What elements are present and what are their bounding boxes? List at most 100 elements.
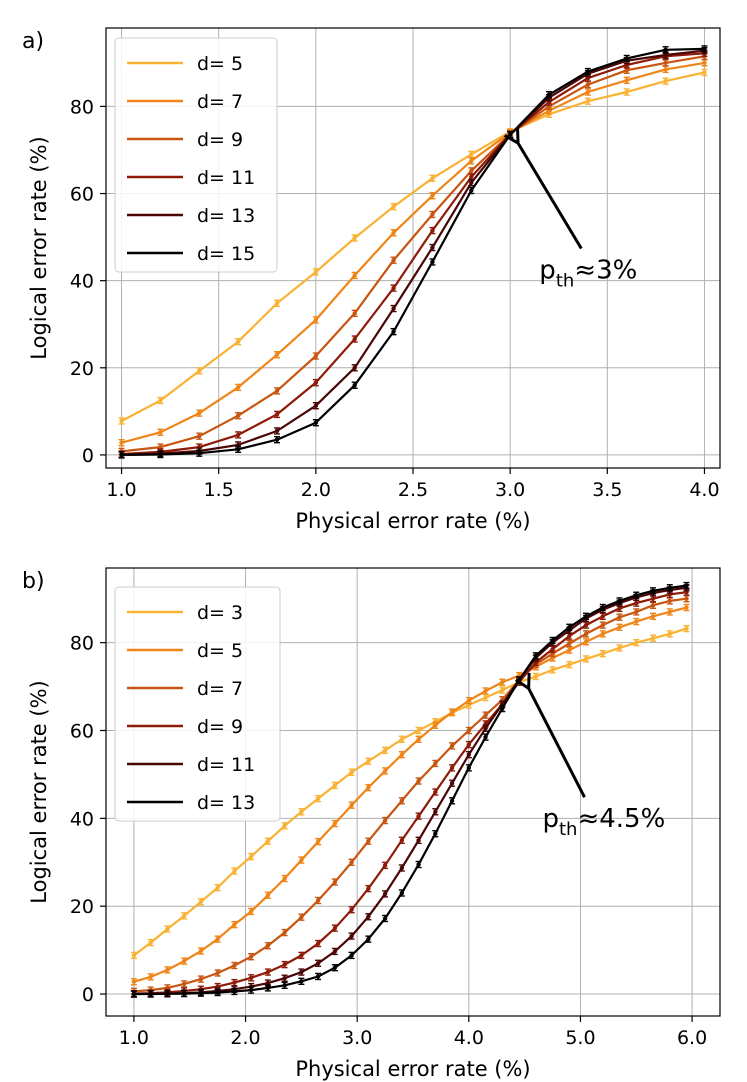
point-marker bbox=[165, 967, 170, 973]
point-marker bbox=[119, 418, 124, 424]
legend-label: d= 15 bbox=[197, 243, 255, 265]
point-marker bbox=[349, 860, 354, 865]
point-marker bbox=[466, 765, 472, 771]
point-marker bbox=[282, 876, 287, 881]
data-point bbox=[348, 801, 355, 809]
data-point bbox=[331, 781, 338, 790]
data-point bbox=[298, 968, 305, 976]
data-point bbox=[197, 898, 204, 906]
point-marker bbox=[399, 752, 405, 757]
legend-label: d= 11 bbox=[197, 167, 255, 189]
data-point bbox=[331, 924, 338, 932]
y-tick-label: 20 bbox=[70, 896, 94, 918]
threshold-annotation: pth≈3% bbox=[539, 255, 637, 291]
data-point bbox=[465, 726, 472, 735]
data-point bbox=[465, 750, 472, 759]
point-marker bbox=[583, 614, 589, 619]
point-marker bbox=[585, 69, 591, 74]
data-point bbox=[298, 808, 305, 816]
point-marker bbox=[399, 737, 405, 742]
point-marker bbox=[352, 235, 357, 241]
data-point bbox=[432, 808, 439, 816]
point-marker bbox=[332, 925, 338, 931]
data-point bbox=[583, 630, 590, 638]
point-marker bbox=[248, 975, 254, 980]
point-marker bbox=[282, 983, 287, 988]
data-point bbox=[365, 837, 372, 845]
data-point bbox=[616, 623, 623, 631]
data-point bbox=[248, 907, 255, 916]
point-marker bbox=[533, 653, 538, 659]
data-point bbox=[616, 613, 623, 621]
data-point bbox=[214, 969, 221, 977]
point-marker bbox=[366, 936, 371, 942]
data-point bbox=[633, 591, 640, 599]
data-point bbox=[415, 836, 422, 845]
data-point bbox=[382, 767, 389, 775]
data-point bbox=[666, 584, 673, 592]
x-axis-label: Physical error rate (%) bbox=[295, 1057, 530, 1081]
data-point bbox=[398, 750, 405, 759]
legend-entry: d= 7 bbox=[127, 91, 243, 113]
data-point bbox=[623, 54, 630, 63]
point-marker bbox=[158, 398, 163, 403]
point-marker bbox=[663, 78, 668, 84]
y-tick-label: 20 bbox=[70, 358, 94, 380]
point-marker bbox=[366, 759, 371, 764]
y-tick-label: 80 bbox=[70, 96, 94, 118]
annotation-subscript: th bbox=[556, 270, 574, 291]
legend-entry: d= 3 bbox=[127, 602, 243, 624]
data-point bbox=[157, 396, 164, 405]
point-marker bbox=[600, 651, 605, 656]
data-point bbox=[231, 920, 238, 929]
data-point bbox=[666, 608, 673, 616]
point-marker bbox=[366, 838, 371, 844]
point-marker bbox=[315, 796, 321, 801]
series-5 bbox=[130, 584, 690, 998]
data-point bbox=[181, 957, 188, 965]
data-point bbox=[164, 990, 171, 998]
point-marker bbox=[332, 821, 338, 826]
data-point bbox=[415, 726, 422, 735]
data-point bbox=[231, 867, 238, 875]
legend-entry: d= 7 bbox=[127, 678, 243, 700]
data-point bbox=[662, 65, 669, 74]
data-point bbox=[264, 837, 271, 845]
point-marker bbox=[483, 688, 488, 694]
data-point bbox=[666, 597, 673, 605]
data-point bbox=[398, 797, 405, 805]
data-point bbox=[298, 951, 305, 960]
data-point bbox=[583, 655, 590, 663]
point-marker bbox=[550, 647, 555, 652]
point-marker bbox=[148, 991, 153, 997]
data-point bbox=[315, 939, 322, 948]
point-marker bbox=[516, 677, 522, 683]
data-point bbox=[432, 788, 439, 796]
point-marker bbox=[265, 893, 271, 898]
data-point bbox=[449, 797, 456, 805]
data-point bbox=[429, 210, 436, 219]
series-line bbox=[133, 586, 687, 996]
data-point bbox=[584, 88, 591, 96]
point-marker bbox=[430, 228, 435, 233]
point-marker bbox=[391, 329, 396, 334]
data-point bbox=[415, 735, 422, 743]
point-marker bbox=[483, 726, 488, 731]
point-marker bbox=[315, 839, 321, 844]
data-point bbox=[264, 942, 271, 950]
point-marker bbox=[313, 403, 319, 408]
point-marker bbox=[466, 752, 472, 757]
point-marker bbox=[634, 609, 639, 615]
point-marker bbox=[684, 583, 689, 588]
point-marker bbox=[352, 365, 357, 371]
point-marker bbox=[235, 432, 241, 438]
point-marker bbox=[197, 410, 202, 416]
legend-label: d= 11 bbox=[197, 754, 255, 776]
y-tick-label: 80 bbox=[70, 633, 94, 655]
point-marker bbox=[282, 976, 287, 981]
point-marker bbox=[131, 979, 137, 984]
data-point bbox=[248, 986, 255, 994]
data-point bbox=[312, 352, 319, 360]
point-marker bbox=[449, 781, 455, 786]
